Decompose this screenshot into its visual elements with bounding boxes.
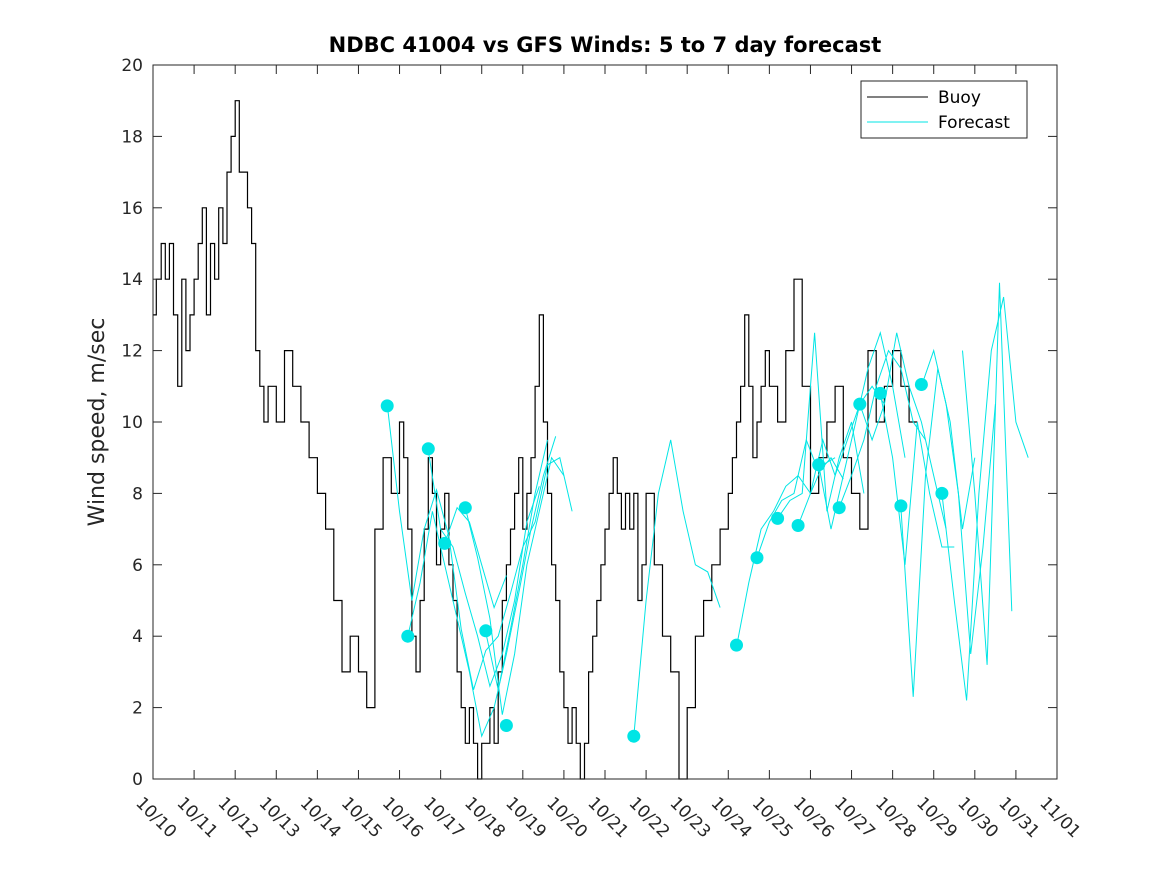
forecast-marker-0 (380, 399, 394, 413)
y-tick-label: 0 (132, 770, 143, 790)
legend-buoy-label: Buoy (938, 88, 981, 108)
legend-forecast-label: Forecast (938, 113, 1010, 133)
forecast-marker-9 (750, 551, 764, 565)
forecast-line-18 (962, 282, 1013, 665)
forecast-marker-5 (479, 624, 493, 638)
y-tick-label: 10 (121, 413, 143, 433)
y-tick-label: 12 (121, 342, 143, 362)
legend-box (860, 80, 1028, 139)
y-axis: 0 2 4 6 8 10 12 14 16 18 20 (121, 56, 1057, 790)
forecast-line-3 (444, 506, 507, 610)
forecast-line-11 (818, 330, 906, 530)
chart-title: NDBC 41004 vs GFS Winds: 5 to 7 day fore… (329, 33, 882, 57)
forecast-marker-10 (771, 511, 785, 525)
forecast-marker-1 (401, 629, 415, 643)
forecast-marker-16 (894, 499, 908, 513)
legend: Buoy Forecast (860, 80, 1028, 139)
forecast-marker-18 (935, 486, 949, 500)
forecast-line-6 (633, 439, 721, 737)
forecast-line-9 (777, 332, 865, 519)
forecast-line-4 (464, 456, 565, 715)
forecast-line-7 (736, 457, 836, 647)
forecast-marker-13 (832, 501, 846, 515)
y-tick-label: 16 (121, 199, 143, 219)
y-axis-label: Wind speed, m/sec (85, 318, 110, 527)
forecast-marker-8 (730, 638, 743, 652)
forecast-marker-7 (627, 729, 641, 743)
forecast-line-1 (407, 436, 557, 738)
y-tick-label: 6 (132, 556, 143, 576)
forecast-line-16 (920, 348, 996, 655)
buoy-series-group (153, 100, 918, 780)
forecast-markers-group (380, 378, 949, 743)
forecast-marker-14 (853, 397, 867, 411)
forecast-marker-12 (812, 458, 826, 472)
y-tick-label: 18 (121, 127, 143, 147)
forecast-marker-2 (421, 442, 435, 456)
y-tick-label: 8 (132, 484, 143, 504)
forecast-line-10 (797, 385, 885, 526)
forecast-line-12 (838, 349, 926, 508)
y-tick-label: 4 (132, 627, 143, 647)
forecast-line-13 (859, 332, 947, 530)
forecast-marker-6 (499, 719, 513, 732)
forecast-marker-3 (438, 536, 452, 550)
forecast-line-14 (879, 393, 955, 565)
forecast-line-0 (386, 404, 573, 690)
forecast-marker-15 (873, 386, 887, 400)
y-tick-label: 2 (132, 699, 143, 719)
buoy-line (153, 100, 918, 780)
y-tick-label: 20 (121, 56, 143, 76)
forecast-series-group (386, 282, 1029, 738)
forecast-marker-4 (458, 501, 472, 515)
forecast-marker-17 (914, 378, 928, 391)
y-tick-label: 14 (121, 270, 143, 290)
forecast-marker-11 (791, 519, 805, 532)
forecast-line-17 (941, 296, 1029, 701)
forecast-line-5 (485, 439, 548, 690)
